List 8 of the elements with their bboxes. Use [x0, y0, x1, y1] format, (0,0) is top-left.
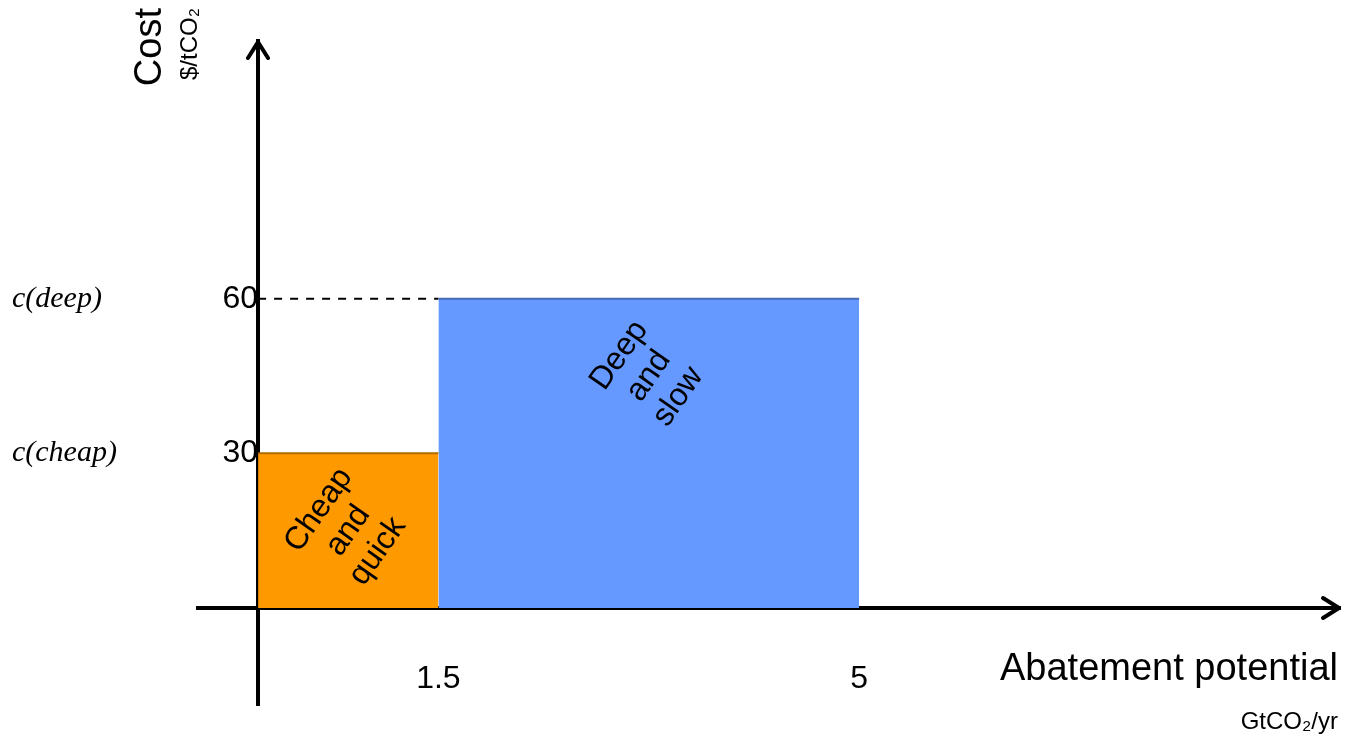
x-axis-title: Abatement potential GtCO₂/yr — [999, 646, 1339, 734]
text: c(cheap) — [12, 434, 117, 469]
text: c(deep) — [12, 279, 102, 314]
x-tick-label: 5 — [850, 658, 869, 695]
y-axis-title: Cost $/tCO₂ — [126, 7, 202, 87]
x-tick-label: 1.5 — [416, 658, 461, 695]
y-tick-label: 60 — [222, 278, 259, 315]
y-tick-label: 30 — [222, 433, 259, 470]
